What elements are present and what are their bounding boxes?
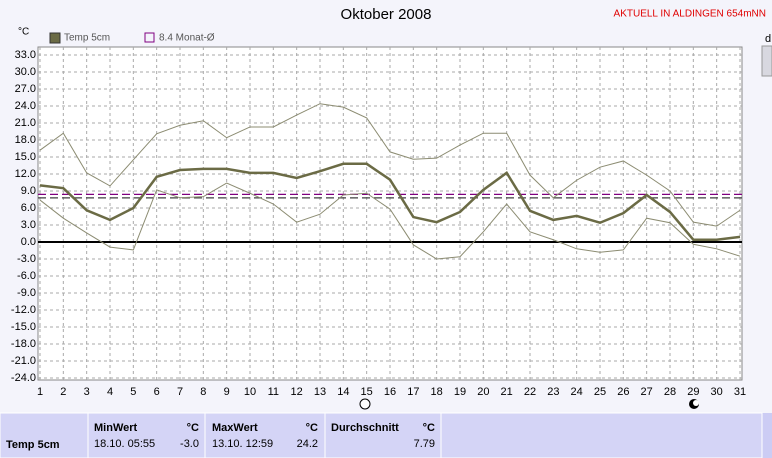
col-header: MinWert [94, 422, 138, 434]
y-tick-label: -9.0 [17, 287, 36, 299]
y-tick-label: -24.0 [11, 372, 36, 384]
x-tick-label: 14 [337, 386, 349, 398]
y-tick-label: -18.0 [11, 338, 36, 350]
row-label: Temp 5cm [6, 439, 60, 451]
x-tick-label: 7 [177, 386, 183, 398]
y-tick-label: 18.0 [15, 134, 36, 146]
x-tick-label: 1 [37, 386, 43, 398]
x-tick-label: 12 [291, 386, 303, 398]
moon-icon [693, 400, 699, 406]
y-tick-label: 15.0 [15, 151, 36, 163]
x-tick-label: 25 [594, 386, 606, 398]
y-tick-label: -6.0 [17, 270, 36, 282]
y-tick-label: 6.0 [21, 202, 36, 214]
y-tick-label: 21.0 [15, 117, 36, 129]
legend-label: 8.4 Monat-Ø [159, 33, 215, 44]
col-unit: °C [423, 422, 435, 434]
x-tick-label: 10 [244, 386, 256, 398]
moon-icon [359, 398, 371, 410]
x-tick-label: 28 [664, 386, 676, 398]
x-tick-label: 6 [154, 386, 160, 398]
table-cell [0, 412, 89, 458]
x-tick-label: 19 [454, 386, 466, 398]
y-axis-label: °C [18, 27, 29, 38]
x-tick-label: 16 [384, 386, 396, 398]
stats-table: Temp 5cm MinWert °C 18.10. 05:55 -3.0 Ma… [0, 412, 772, 458]
x-tick-label: 3 [84, 386, 90, 398]
y-tick-label: 33.0 [15, 49, 36, 61]
legend-label: Temp 5cm [64, 33, 110, 44]
x-tick-label: 24 [571, 386, 583, 398]
series-line [39, 162, 741, 241]
chart-title: Oktober 2008 [341, 6, 432, 23]
y-tick-label: -3.0 [17, 253, 36, 265]
legend: Temp 5cm 8.4 Monat-Ø [49, 32, 215, 44]
side-widget [761, 45, 772, 77]
x-tick-label: 13 [314, 386, 326, 398]
legend-swatch [49, 32, 61, 44]
table-cell [87, 412, 206, 458]
y-tick-label: 0.0 [21, 236, 36, 248]
x-tick-label: 5 [130, 386, 136, 398]
x-tick-label: 26 [617, 386, 629, 398]
y-tick-label: -15.0 [11, 321, 36, 333]
right-label: d [765, 33, 771, 45]
x-tick-label: 31 [734, 386, 746, 398]
x-tick-label: 29 [687, 386, 699, 398]
x-tick-label: 30 [711, 386, 723, 398]
y-tick-label: -12.0 [11, 304, 36, 316]
x-tick-label: 11 [268, 386, 279, 398]
table-cell [324, 412, 442, 458]
cell-value: -3.0 [180, 438, 199, 450]
x-tick-label: 2 [60, 386, 66, 398]
max-line [39, 103, 741, 227]
col-header: MaxWert [212, 422, 258, 434]
x-tick-label: 15 [361, 386, 373, 398]
x-tick-label: 4 [107, 386, 113, 398]
y-tick-label: 24.0 [15, 100, 36, 112]
cell-value: 7.79 [414, 438, 435, 450]
y-tick-label: 27.0 [15, 83, 36, 95]
x-tick-label: 20 [477, 386, 489, 398]
col-unit: °C [306, 422, 318, 434]
table-cell [440, 412, 763, 458]
x-tick-label: 21 [501, 386, 513, 398]
x-tick-label: 17 [407, 386, 419, 398]
y-tick-label: 3.0 [21, 219, 36, 231]
x-tick-label: 23 [547, 386, 559, 398]
table-cell [204, 412, 326, 458]
legend-swatch [144, 32, 155, 43]
y-tick-label: -21.0 [11, 355, 36, 367]
min-line [39, 182, 741, 260]
cell-time: 13.10. 12:59 [212, 438, 273, 450]
cell-time: 18.10. 05:55 [94, 438, 155, 450]
x-tick-label: 18 [431, 386, 443, 398]
x-tick-label: 22 [524, 386, 536, 398]
col-unit: °C [187, 422, 199, 434]
col-header: Durchschnitt [331, 422, 399, 434]
cell-value: 24.2 [297, 438, 318, 450]
y-tick-label: 9.0 [21, 185, 36, 197]
chart-subtitle: AKTUELL IN ALDINGEN 654mNN [614, 9, 766, 20]
y-tick-label: 12.0 [15, 168, 36, 180]
x-tick-label: 8 [200, 386, 206, 398]
x-tick-label: 27 [641, 386, 653, 398]
x-tick-label: 9 [224, 386, 230, 398]
y-tick-label: 30.0 [15, 66, 36, 78]
